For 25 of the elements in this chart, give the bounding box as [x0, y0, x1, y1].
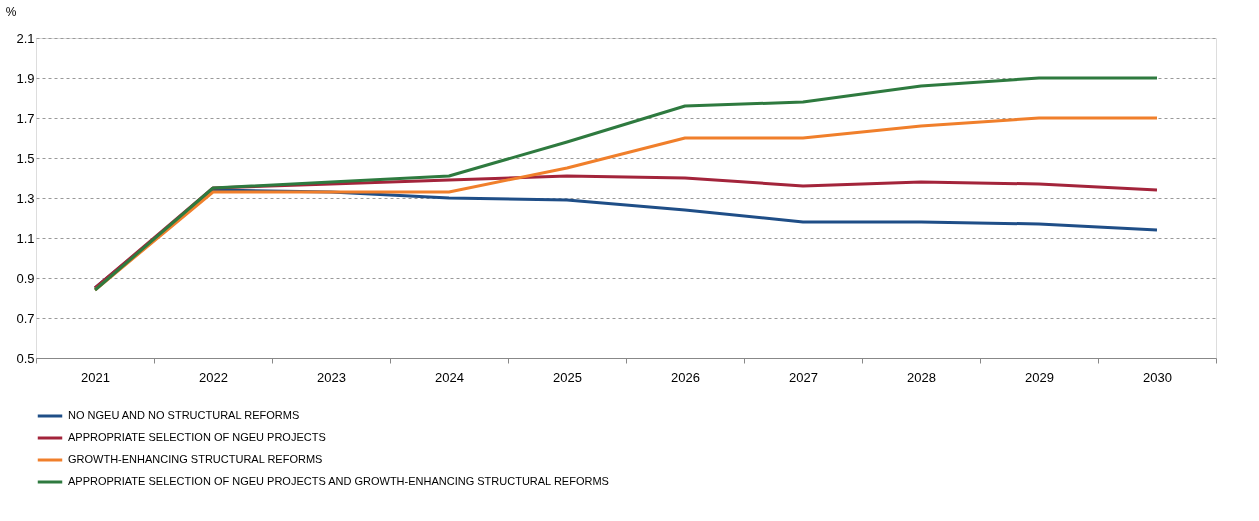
line-series: [93, 76, 1159, 292]
y-tick-label: 0.9: [16, 270, 35, 286]
legend-label: APPROPRIATE SELECTION OF NGEU PROJECTS: [68, 431, 326, 443]
y-tick-label: 2.1: [16, 30, 35, 46]
y-axis-title: %: [5, 4, 17, 19]
y-tick-label: 1.9: [16, 70, 35, 86]
x-tick-label: 2025: [553, 369, 582, 385]
x-tick-label: 2026: [671, 369, 700, 385]
x-tick-label: 2023: [317, 369, 346, 385]
x-tick-label: 2029: [1025, 369, 1054, 385]
x-tick-label: 2021: [81, 369, 110, 385]
y-tick-label: 1.5: [16, 150, 35, 166]
legend-label: NO NGEU AND NO STRUCTURAL REFORMS: [68, 409, 300, 421]
x-tick-label: 2028: [907, 369, 936, 385]
x-tick-label: 2030: [1143, 369, 1172, 385]
x-tick-label: 2024: [435, 369, 464, 385]
y-tick-label: 1.1: [16, 230, 35, 246]
x-tick-label: 2027: [789, 369, 818, 385]
legend-label: GROWTH-ENHANCING STRUCTURAL REFORMS: [68, 453, 323, 465]
y-tick-label: 1.3: [16, 190, 35, 206]
y-tick-label: 1.7: [16, 110, 35, 126]
y-tick-label: 0.5: [16, 350, 35, 366]
x-tick-label: 2022: [199, 369, 228, 385]
y-tick-label: 0.7: [16, 310, 35, 326]
legend-label: APPROPRIATE SELECTION OF NGEU PROJECTS AND GROWTH-ENHANCING STRUCTURAL REFORMS: [68, 475, 609, 487]
